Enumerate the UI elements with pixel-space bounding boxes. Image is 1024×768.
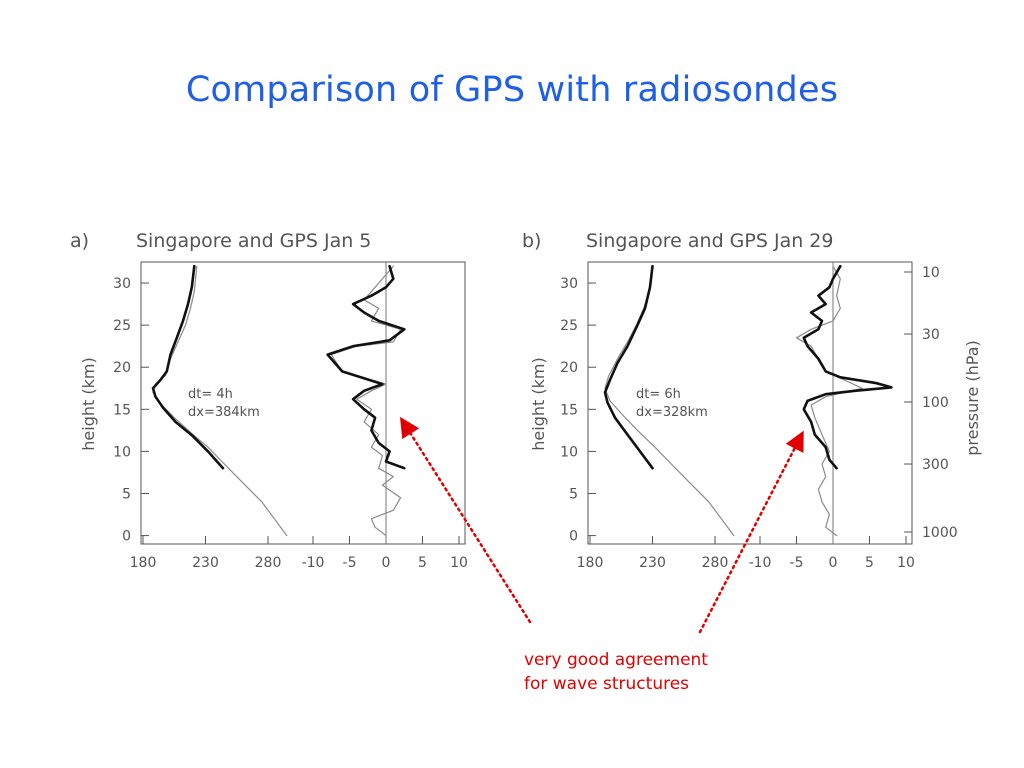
- plot-frame: [140, 261, 466, 545]
- panel-label: a): [70, 230, 89, 252]
- x-tick-label: 230: [639, 555, 666, 571]
- y-tick-label: 10: [560, 444, 578, 460]
- x-tick-label: 10: [897, 555, 915, 571]
- x-tick-label: 10: [450, 555, 468, 571]
- x-tick-label: -5: [343, 555, 357, 571]
- x-tick-label: 5: [865, 555, 874, 571]
- x-tick-label: 5: [418, 555, 427, 571]
- y-axis-label: height (km): [79, 357, 98, 450]
- panel-label: b): [522, 230, 541, 252]
- temperature-series-thick: [603, 264, 654, 470]
- callout-line-1: very good agreement: [524, 650, 708, 670]
- annotation-line-1: dt= 6h: [636, 387, 681, 402]
- x-tick-label: 0: [829, 555, 838, 571]
- x-tick-label: -10: [302, 555, 325, 571]
- callout-arrow-left: [399, 416, 532, 624]
- x-tick-label: -5: [790, 555, 804, 571]
- y-axis-label: height (km): [529, 357, 548, 450]
- x-tick-label: -10: [749, 555, 772, 571]
- temperature-series-thick: [151, 264, 225, 470]
- y-tick-label: 20: [560, 360, 578, 376]
- right-tick-label: 30: [922, 327, 940, 343]
- y-tick-label: 5: [122, 486, 131, 502]
- chart-panel-b: b) Singapore and GPS Jan 29 height (km) …: [522, 230, 982, 571]
- x-tick-label: 280: [255, 555, 282, 571]
- y-tick-label: 10: [113, 444, 131, 460]
- right-tick-label: 10: [922, 265, 940, 281]
- x-tick-label: 0: [382, 555, 391, 571]
- callout-arrow-right: [698, 430, 804, 634]
- y-tick-label: 15: [560, 402, 578, 418]
- chart-title: Singapore and GPS Jan 5: [136, 230, 371, 252]
- y-tick-label: 30: [113, 276, 131, 292]
- right-tick-label: 300: [922, 457, 949, 473]
- callout-arrows: [399, 416, 804, 634]
- perturbation-series-thick: [802, 264, 893, 470]
- y-tick-label: 25: [113, 318, 131, 334]
- y-tick-label: 5: [569, 486, 578, 502]
- annotation-line-1: dt= 4h: [188, 387, 233, 402]
- annotation-line-2: dx=328km: [636, 405, 708, 420]
- callout-text: very good agreement for wave structures: [524, 648, 708, 696]
- perturbation-series-thin: [330, 265, 402, 537]
- y-tick-label: 30: [560, 276, 578, 292]
- slide-title: Comparison of GPS with radiosondes: [185, 70, 839, 110]
- y-tick-label: 0: [122, 529, 131, 545]
- right-tick-label: 100: [922, 395, 949, 411]
- y-tick-label: 20: [113, 360, 131, 376]
- y-tick-label: 25: [560, 318, 578, 334]
- chart-panel-a: a) Singapore and GPS Jan 5 height (km) d…: [70, 230, 468, 571]
- perturbation-series-thick: [326, 264, 406, 470]
- right-tick-label: 1000: [922, 525, 958, 541]
- x-tick-label: 230: [192, 555, 219, 571]
- y-tick-label: 0: [569, 529, 578, 545]
- plot-frame: [587, 261, 913, 545]
- right-axis-label: pressure (hPa): [963, 340, 982, 456]
- x-tick-label: 180: [577, 555, 604, 571]
- chart-title: Singapore and GPS Jan 29: [586, 230, 833, 252]
- callout-line-2: for wave structures: [524, 674, 690, 694]
- x-tick-label: 180: [130, 555, 157, 571]
- x-tick-label: 280: [702, 555, 729, 571]
- annotation-line-2: dx=384km: [188, 405, 260, 420]
- y-tick-label: 15: [113, 402, 131, 418]
